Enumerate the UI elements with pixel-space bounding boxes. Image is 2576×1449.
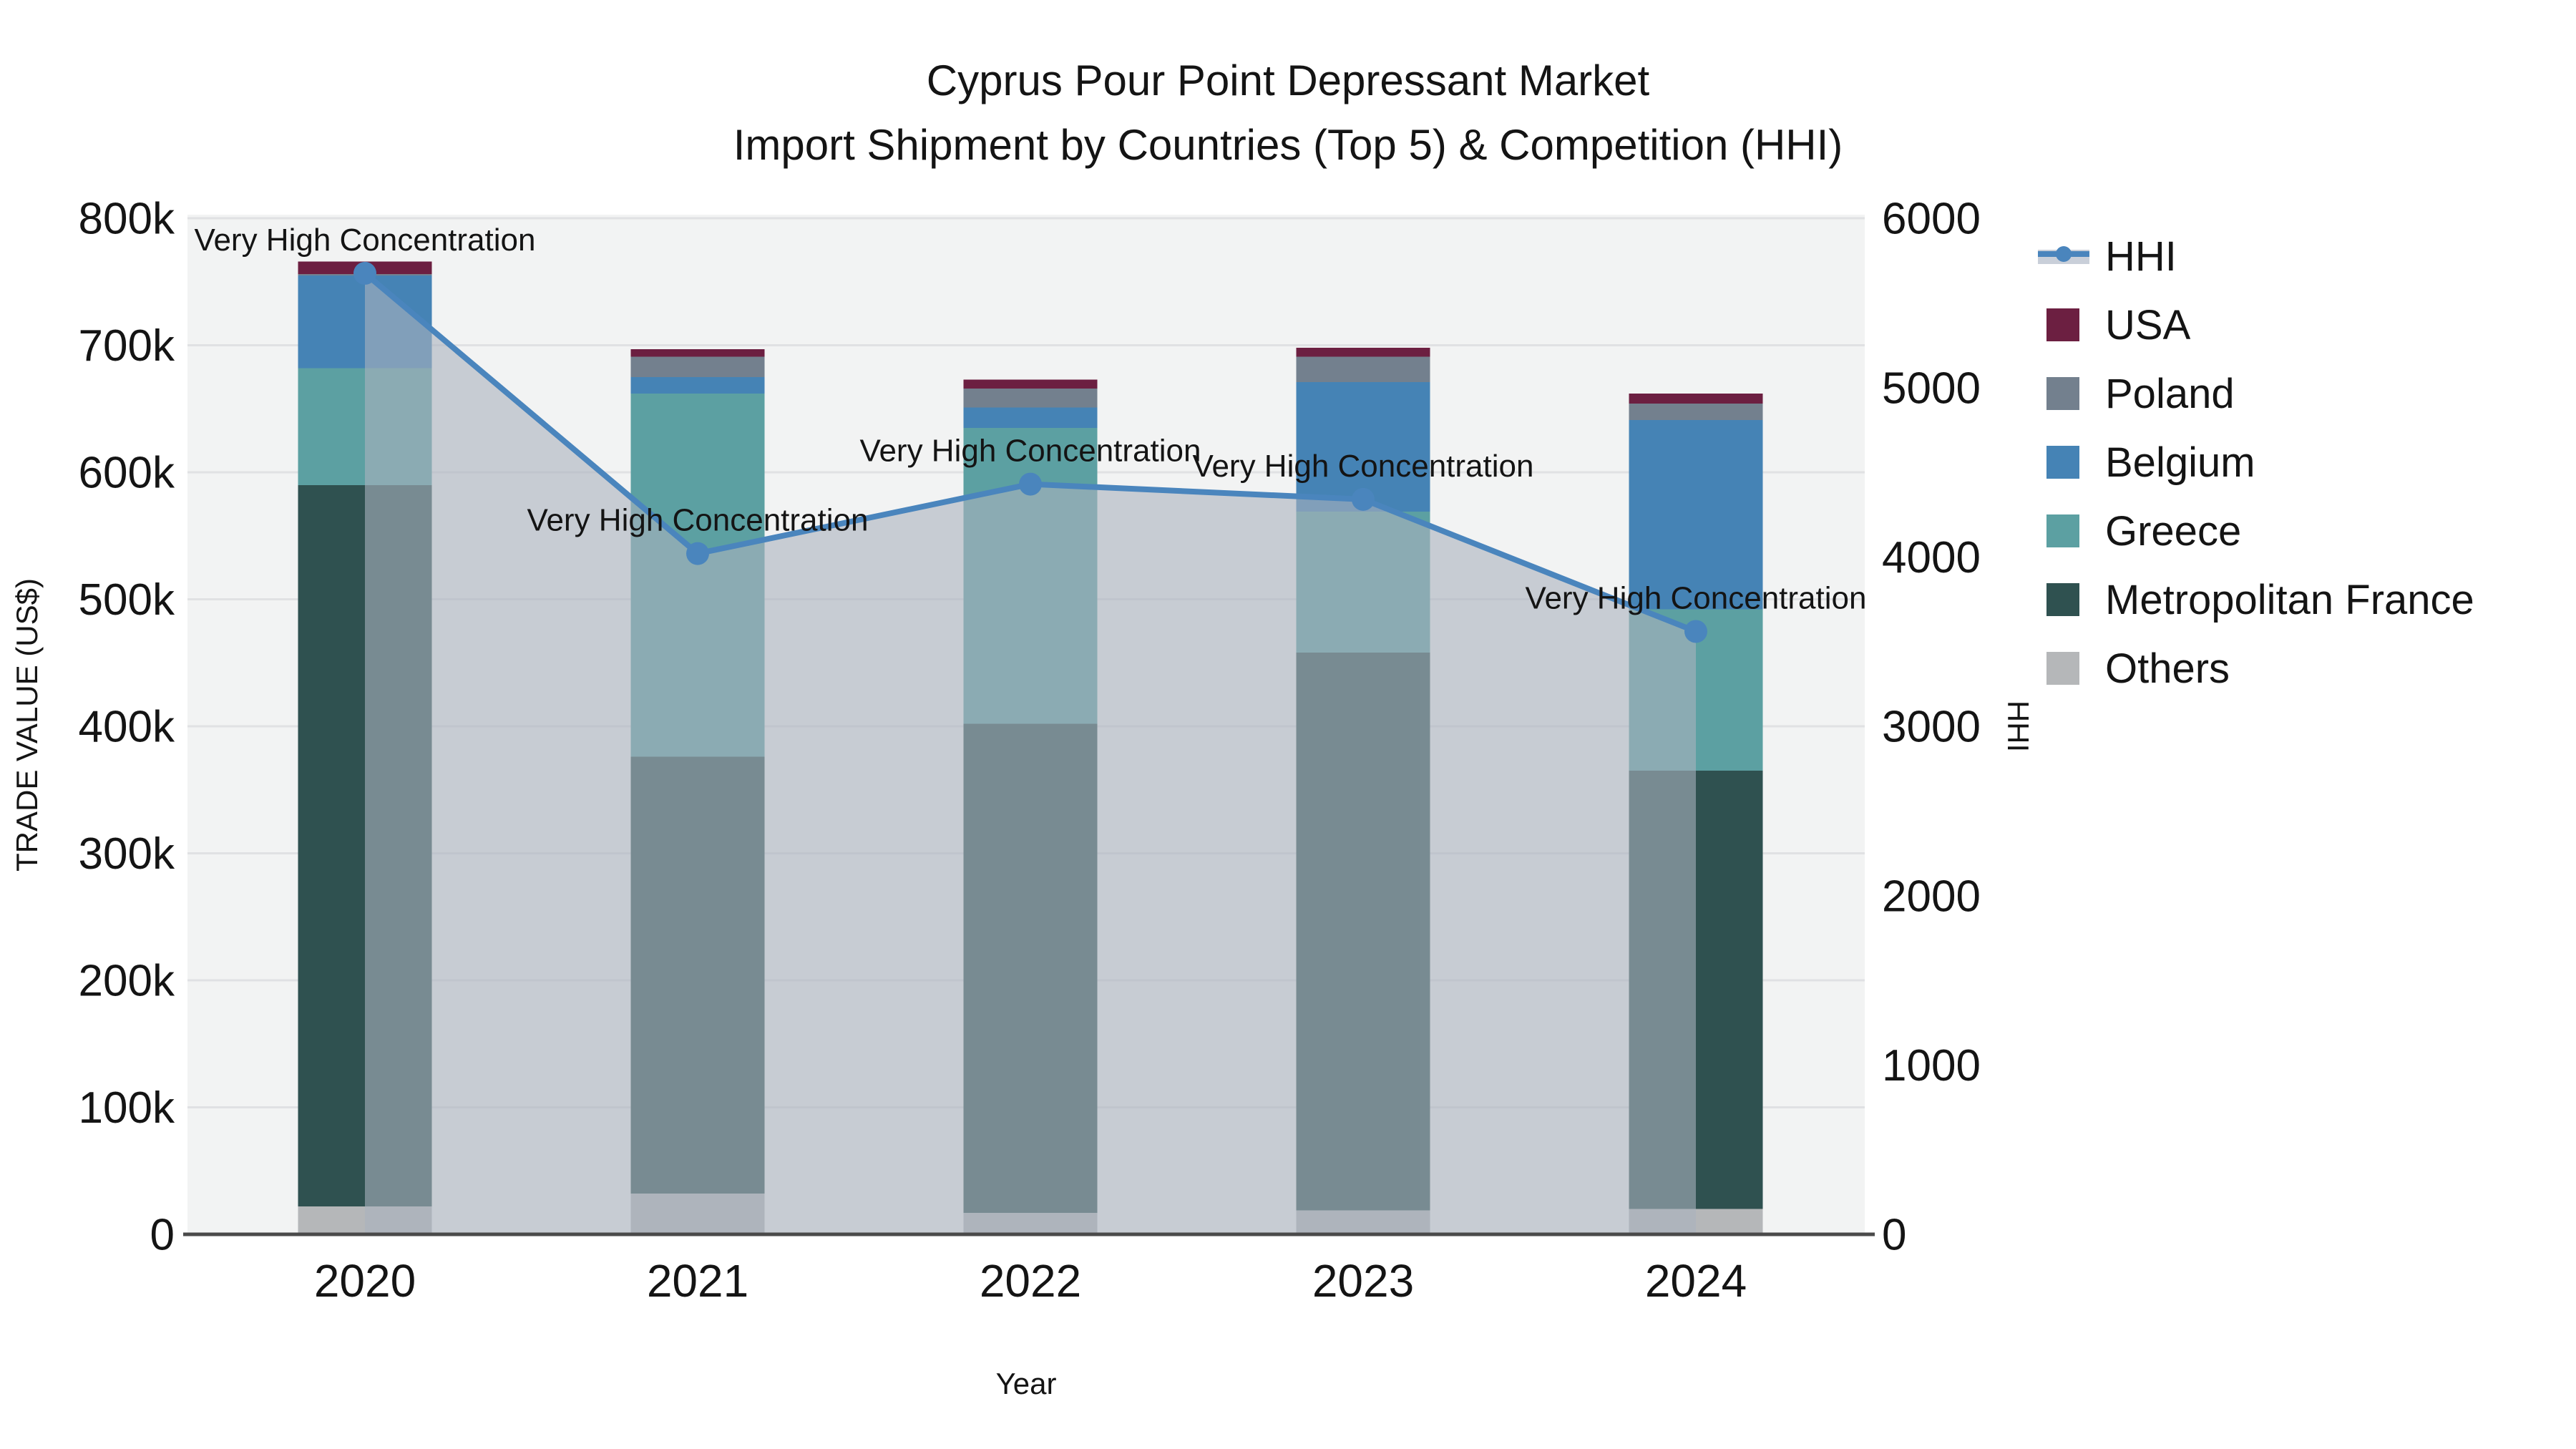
hhi-marker-2022 xyxy=(1019,472,1042,496)
legend-label: HHI xyxy=(2105,233,2177,280)
tick-label-year-2021: 2021 xyxy=(647,1255,748,1307)
tick-label-year-2020: 2020 xyxy=(314,1255,416,1307)
series-color-swatch-icon xyxy=(2038,445,2089,479)
hhi-marker-2023 xyxy=(1352,487,1375,511)
hhi-marker-2021 xyxy=(686,542,709,565)
y-axis-label-left: TRADE VALUE (US$) xyxy=(10,578,44,872)
legend-item-usa: USA xyxy=(2038,291,2474,359)
bar-segment-2024-belgium xyxy=(1629,420,1763,610)
tick-label-right-3000: 3000 xyxy=(1882,703,1981,752)
bar-segment-2021-belgium xyxy=(630,376,765,394)
legend-item-metropolitan-france: Metropolitan France xyxy=(2038,565,2474,634)
bar-segment-2023-usa xyxy=(1296,348,1430,357)
series-color-swatch-icon xyxy=(2038,651,2089,686)
legend-label: Others xyxy=(2105,645,2230,692)
series-color-swatch-icon xyxy=(2038,376,2089,411)
tick-label-year-2024: 2024 xyxy=(1645,1255,1747,1307)
legend-item-others: Others xyxy=(2038,634,2474,703)
tick-label-left-600k: 600k xyxy=(79,449,175,498)
tick-label-right-2000: 2000 xyxy=(1882,872,1981,921)
chart-subtitle: Import Shipment by Countries (Top 5) & C… xyxy=(733,121,1843,169)
hhi-line-swatch-icon xyxy=(2038,239,2089,273)
tick-label-year-2023: 2023 xyxy=(1312,1255,1414,1307)
legend-label: USA xyxy=(2105,301,2191,348)
bar-segment-2022-poland xyxy=(963,388,1098,408)
tick-label-left-200k: 200k xyxy=(79,957,175,1006)
hhi-marker-2024 xyxy=(1684,620,1707,643)
legend-item-poland: Poland xyxy=(2038,359,2474,428)
chart-title: Cyprus Pour Point Depressant Market xyxy=(926,57,1650,104)
legend-item-greece: Greece xyxy=(2038,497,2474,565)
legend: HHI USA Poland Belgium Greece Metropolitan Fr… xyxy=(2038,222,2474,703)
bar-segment-2022-belgium xyxy=(963,407,1098,428)
legend-item-hhi: HHI xyxy=(2038,222,2474,291)
x-axis-label: Year xyxy=(996,1367,1057,1400)
annotation-2023: Very High Concentration xyxy=(1193,449,1534,484)
bar-segment-2023-poland xyxy=(1296,356,1430,382)
legend-label: Poland xyxy=(2105,370,2235,417)
tick-label-left-700k: 700k xyxy=(79,321,175,371)
tick-label-left-100k: 100k xyxy=(79,1083,175,1133)
series-color-swatch-icon xyxy=(2038,582,2089,617)
series-color-swatch-icon xyxy=(2038,308,2089,342)
annotation-2024: Very High Concentration xyxy=(1526,580,1867,615)
bar-segment-2024-poland xyxy=(1629,404,1763,421)
bar-segment-2021-usa xyxy=(630,348,765,357)
hhi-marker-2020 xyxy=(353,261,376,285)
tick-label-year-2022: 2022 xyxy=(980,1255,1081,1307)
y-axis-label-right: HHI xyxy=(2001,701,2035,752)
tick-label-left-800k: 800k xyxy=(79,195,175,244)
tick-label-left-500k: 500k xyxy=(79,575,175,625)
tick-label-left-0: 0 xyxy=(150,1211,175,1260)
legend-label: Belgium xyxy=(2105,439,2255,486)
tick-label-right-1000: 1000 xyxy=(1882,1041,1981,1091)
legend-label: Greece xyxy=(2105,507,2242,555)
series-color-swatch-icon xyxy=(2038,514,2089,548)
annotation-2021: Very High Concentration xyxy=(527,503,869,538)
annotation-2022: Very High Concentration xyxy=(860,434,1201,469)
legend-item-belgium: Belgium xyxy=(2038,428,2474,497)
tick-label-right-4000: 4000 xyxy=(1882,533,1981,582)
tick-label-left-300k: 300k xyxy=(79,829,175,879)
bar-segment-2024-usa xyxy=(1629,393,1763,404)
hhi-area xyxy=(365,273,1696,1235)
annotation-2020: Very High Concentration xyxy=(195,223,536,258)
tick-label-left-400k: 400k xyxy=(79,703,175,752)
tick-label-right-0: 0 xyxy=(1882,1211,1906,1260)
tick-label-right-5000: 5000 xyxy=(1882,364,1981,413)
legend-label: Metropolitan France xyxy=(2105,576,2474,623)
tick-label-right-6000: 6000 xyxy=(1882,195,1981,244)
bar-segment-2022-usa xyxy=(963,379,1098,389)
bar-segment-2021-poland xyxy=(630,356,765,377)
